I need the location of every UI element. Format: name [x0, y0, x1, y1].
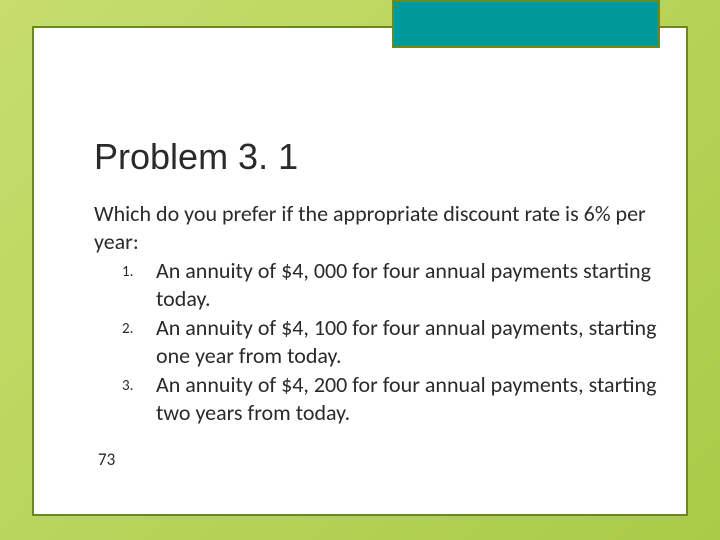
list-item: An annuity of $4, 100 for four annual pa… [122, 314, 674, 369]
page-number: 73 [98, 449, 115, 470]
slide-title: Problem 3. 1 [94, 136, 298, 178]
content-panel: Problem 3. 1 Which do you prefer if the … [32, 26, 688, 516]
list-item: An annuity of $4, 000 for four annual pa… [122, 257, 674, 312]
list-item: An annuity of $4, 200 for four annual pa… [122, 371, 674, 426]
numbered-list: An annuity of $4, 000 for four annual pa… [94, 257, 674, 426]
accent-box [392, 0, 660, 48]
slide: Problem 3. 1 Which do you prefer if the … [0, 0, 720, 540]
intro-text: Which do you prefer if the appropriate d… [94, 200, 674, 255]
body-text: Which do you prefer if the appropriate d… [94, 200, 674, 426]
